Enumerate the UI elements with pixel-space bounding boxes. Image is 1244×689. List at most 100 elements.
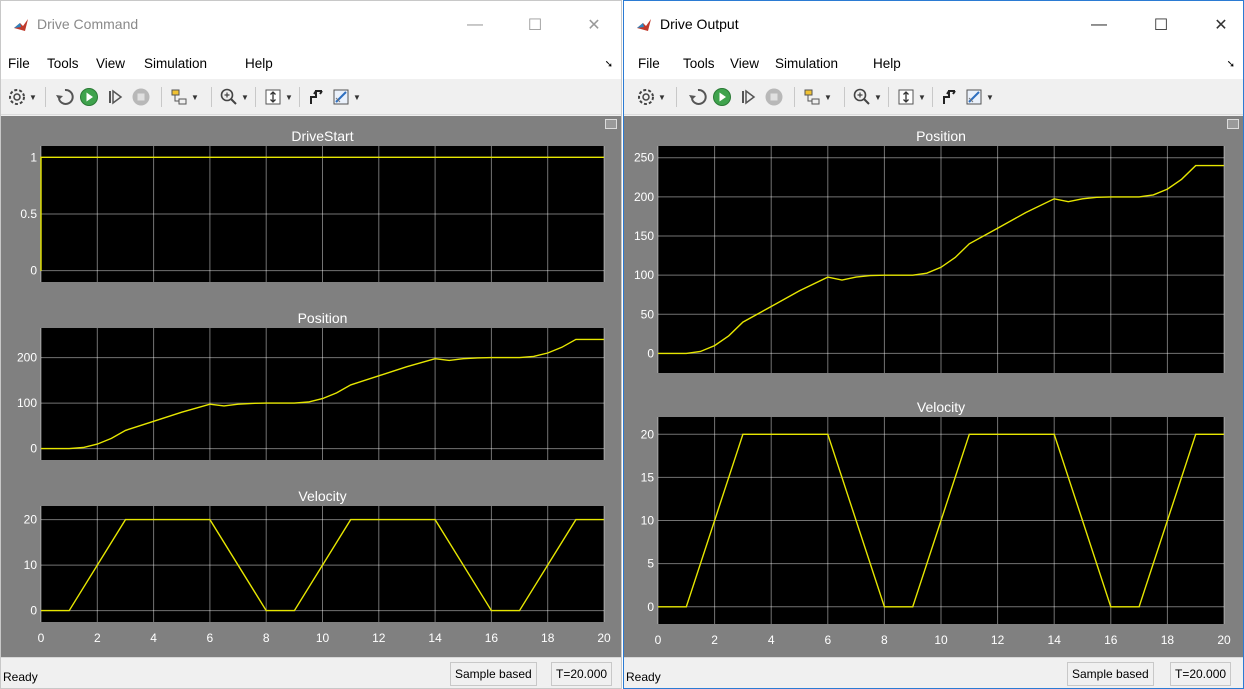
close-button[interactable]: ✕ (1214, 17, 1228, 34)
stop-button[interactable] (764, 87, 784, 107)
x-tick-label: 16 (1104, 633, 1118, 647)
signal-line (658, 433, 1224, 608)
step-forward-button[interactable] (738, 87, 758, 107)
run-button[interactable] (79, 87, 99, 107)
autoscale-icon (265, 89, 281, 105)
title-bar[interactable]: Drive Output — ☐ ✕ (624, 1, 1243, 49)
triggers-button[interactable] (307, 87, 327, 107)
maximize-button[interactable]: ☐ (527, 17, 543, 34)
status-text: Ready (626, 670, 661, 684)
plot-background (41, 146, 604, 282)
undock-icon[interactable] (605, 119, 617, 129)
scope-plot-area: Position 0 50 100 150 200 250 Velocity 0 5 10 15 20 0… (624, 116, 1243, 657)
y-tick-label: 50 (641, 307, 655, 321)
time-indicator: T=20.000 (551, 662, 613, 686)
x-tick-label: 0 (655, 633, 662, 647)
run-button[interactable] (712, 87, 732, 107)
autoscale-button[interactable]: ▼ (263, 87, 293, 107)
settings-button[interactable]: ▼ (7, 87, 37, 107)
stop-icon (132, 88, 150, 106)
window-title: Drive Command (37, 16, 139, 32)
settings-icon (638, 89, 654, 105)
step-back-button[interactable] (686, 87, 708, 107)
plot-background (658, 146, 1224, 373)
signal-line (41, 518, 604, 612)
settings-button[interactable]: ▼ (636, 87, 666, 107)
stop-button[interactable] (131, 87, 151, 107)
menu-help[interactable]: Help (245, 56, 273, 71)
autoscale-button[interactable]: ▼ (896, 87, 926, 107)
settings-icon (9, 89, 25, 105)
status-bar: Ready Sample based T=20.000 (1, 657, 621, 688)
x-tick-label: 2 (94, 631, 101, 645)
sample-mode-indicator: Sample based (450, 662, 537, 686)
plot-background (41, 328, 604, 460)
highlight-icon (171, 89, 187, 105)
cursor-measurements-button[interactable]: ▼ (331, 87, 361, 107)
y-tick-label: 200 (17, 351, 37, 365)
cursor-measurements-icon (966, 89, 982, 105)
zoom-button[interactable]: ▼ (852, 87, 882, 107)
x-tick-label: 16 (485, 631, 499, 645)
x-tick-label: 8 (263, 631, 270, 645)
step-back-button[interactable] (53, 87, 75, 107)
y-tick-label: 1 (30, 150, 37, 164)
plot-velocity-4: Velocity 0 5 10 15 20 0 2 4 6 8 10 12 14 16 18 20 (641, 399, 1231, 647)
x-tick-label: 14 (428, 631, 442, 645)
matlab-icon (13, 17, 29, 33)
window-title: Drive Output (660, 16, 739, 32)
x-tick-label: 20 (1217, 633, 1231, 647)
cursor-measurements-icon (333, 89, 349, 105)
x-tick-label: 12 (372, 631, 386, 645)
menu-bar: File Tools View Simulation Help ➘ (1, 49, 621, 79)
highlight-button[interactable]: ▼ (802, 87, 832, 107)
drive-command-window: Drive Command — ☐ ✕ File Tools View Simu… (0, 0, 622, 689)
menu-view[interactable]: View (730, 56, 760, 71)
menu-file[interactable]: File (638, 56, 660, 71)
y-tick-label: 15 (641, 470, 655, 484)
x-tick-label: 10 (316, 631, 330, 645)
plot-title: DriveStart (291, 128, 353, 144)
y-tick-label: 20 (641, 427, 655, 441)
zoom-icon (220, 88, 237, 105)
cursor-measurements-button[interactable]: ▼ (964, 87, 994, 107)
highlight-button[interactable]: ▼ (169, 87, 199, 107)
triggers-button[interactable] (940, 87, 960, 107)
dock-arrow-icon[interactable]: ➘ (604, 59, 613, 70)
zoom-icon (853, 88, 870, 105)
menu-tools[interactable]: Tools (683, 56, 715, 71)
plot-velocity-2: Velocity 0 10 20 0 2 4 6 8 10 12 14 16 18 20 (24, 488, 611, 645)
undock-icon[interactable] (1227, 119, 1239, 129)
x-tick-label: 4 (150, 631, 157, 645)
zoom-button[interactable]: ▼ (219, 87, 249, 107)
y-tick-label: 150 (634, 229, 654, 243)
menu-file[interactable]: File (8, 56, 30, 71)
scope-axes: Position050100150200250Velocity051015200… (634, 128, 1231, 647)
highlight-icon (804, 89, 820, 105)
dock-arrow-icon[interactable]: ➘ (1226, 59, 1235, 70)
step-forward-icon (742, 89, 756, 105)
step-back-icon (689, 88, 707, 105)
menu-simulation[interactable]: Simulation (144, 56, 208, 71)
menu-tools[interactable]: Tools (47, 56, 79, 71)
y-tick-label: 10 (641, 514, 655, 528)
title-bar[interactable]: Drive Command — ☐ ✕ (1, 1, 621, 49)
close-button[interactable]: ✕ (587, 17, 601, 34)
maximize-button[interactable]: ☐ (1153, 17, 1169, 34)
x-tick-label: 0 (38, 631, 45, 645)
x-tick-label: 6 (824, 633, 831, 647)
minimize-button[interactable]: — (467, 16, 483, 33)
menu-view[interactable]: View (96, 56, 126, 71)
drive-output-window: Drive Output — ☐ ✕ File Tools View Simul… (623, 0, 1244, 689)
step-forward-button[interactable] (105, 87, 125, 107)
menu-simulation[interactable]: Simulation (775, 56, 839, 71)
plot-title: Velocity (917, 399, 965, 415)
menu-bar: File Tools View Simulation Help ➘ (624, 49, 1243, 79)
plot-title: Velocity (298, 488, 346, 504)
menu-help[interactable]: Help (873, 56, 901, 71)
y-tick-label: 0 (647, 600, 654, 614)
y-tick-label: 100 (17, 396, 37, 410)
minimize-button[interactable]: — (1091, 16, 1107, 33)
x-tick-label: 18 (1161, 633, 1175, 647)
plot-position-1: Position 0 100 200 (17, 310, 605, 460)
